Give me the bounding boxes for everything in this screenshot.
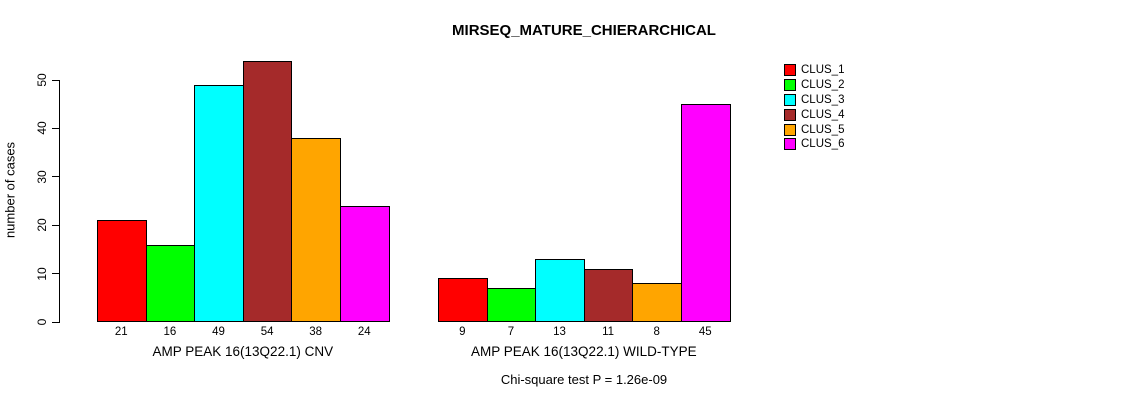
bar-clus_6 (340, 205, 390, 322)
bar-clus_5 (291, 138, 341, 322)
bar-value-label: 24 (357, 326, 371, 338)
legend-swatch-icon (784, 79, 796, 92)
legend-item-clus_6: CLUS_6 (784, 137, 844, 152)
legend-item-clus_5: CLUS_5 (784, 122, 844, 137)
y-tick-mark (52, 273, 60, 275)
bar-clus_4 (583, 268, 634, 322)
bar-value-label: 21 (114, 326, 128, 338)
y-tick-label: 50 (35, 73, 49, 87)
x-group-label: AMP PEAK 16(13Q22.1) WILD-TYPE (471, 344, 697, 359)
legend: CLUS_1 CLUS_2 CLUS_3 CLUS_4 CLUS_5 CLUS_6 (784, 63, 844, 152)
y-axis-title: number of cases (2, 141, 18, 239)
bar-value-label: 9 (459, 326, 466, 338)
bar-value-label: 38 (309, 326, 323, 338)
legend-swatch-icon (784, 138, 796, 151)
y-tick-mark (52, 79, 60, 81)
x-group-label: AMP PEAK 16(13Q22.1) CNV (152, 344, 334, 359)
y-tick-mark (52, 321, 60, 323)
legend-label: CLUS_4 (801, 108, 845, 121)
legend-label: CLUS_3 (801, 93, 845, 106)
legend-label: CLUS_6 (801, 138, 845, 151)
bar-clus_3 (535, 259, 585, 322)
y-tick-label: 0 (35, 318, 49, 326)
bar-value-label: 13 (553, 326, 566, 338)
bar-clus_6 (681, 104, 731, 322)
y-tick-mark (52, 224, 60, 226)
bar-value-label: 54 (260, 326, 274, 338)
legend-swatch-icon (784, 123, 796, 136)
bar-clus_2 (486, 288, 537, 322)
legend-label: CLUS_2 (801, 79, 845, 92)
bar-value-label: 7 (507, 326, 515, 338)
bar-value-label: 45 (698, 326, 712, 338)
legend-swatch-icon (784, 64, 796, 77)
legend-item-clus_4: CLUS_4 (784, 107, 844, 122)
legend-label: CLUS_5 (801, 123, 845, 136)
legend-item-clus_2: CLUS_2 (784, 78, 844, 93)
legend-item-clus_3: CLUS_3 (784, 93, 844, 108)
bar-clus_4 (242, 60, 293, 322)
bar-clus_5 (632, 283, 682, 322)
bar-clus_1 (97, 220, 147, 322)
y-tick-mark (52, 176, 60, 178)
bar-value-label: 49 (212, 326, 225, 338)
y-tick-label: 10 (35, 266, 49, 281)
y-tick-label: 20 (35, 218, 49, 232)
y-tick-label: 30 (35, 170, 49, 184)
legend-item-clus_1: CLUS_1 (784, 63, 844, 78)
y-tick-mark (52, 127, 60, 129)
y-tick-label: 40 (35, 121, 49, 136)
legend-label: CLUS_1 (801, 64, 845, 77)
bar-clus_1 (438, 278, 488, 322)
bar-clus_2 (145, 244, 196, 322)
chart-title: MIRSEQ_MATURE_CHIERARCHICAL (452, 22, 716, 39)
chi-square-footnote: Chi-square test P = 1.26e-09 (500, 372, 668, 387)
bar-clus_3 (194, 84, 244, 322)
bar-value-label: 11 (602, 326, 615, 338)
bar-value-label: 8 (653, 326, 660, 338)
legend-swatch-icon (784, 108, 796, 121)
legend-swatch-icon (784, 93, 796, 106)
bar-value-label: 16 (163, 326, 177, 338)
y-axis-line (59, 80, 60, 322)
